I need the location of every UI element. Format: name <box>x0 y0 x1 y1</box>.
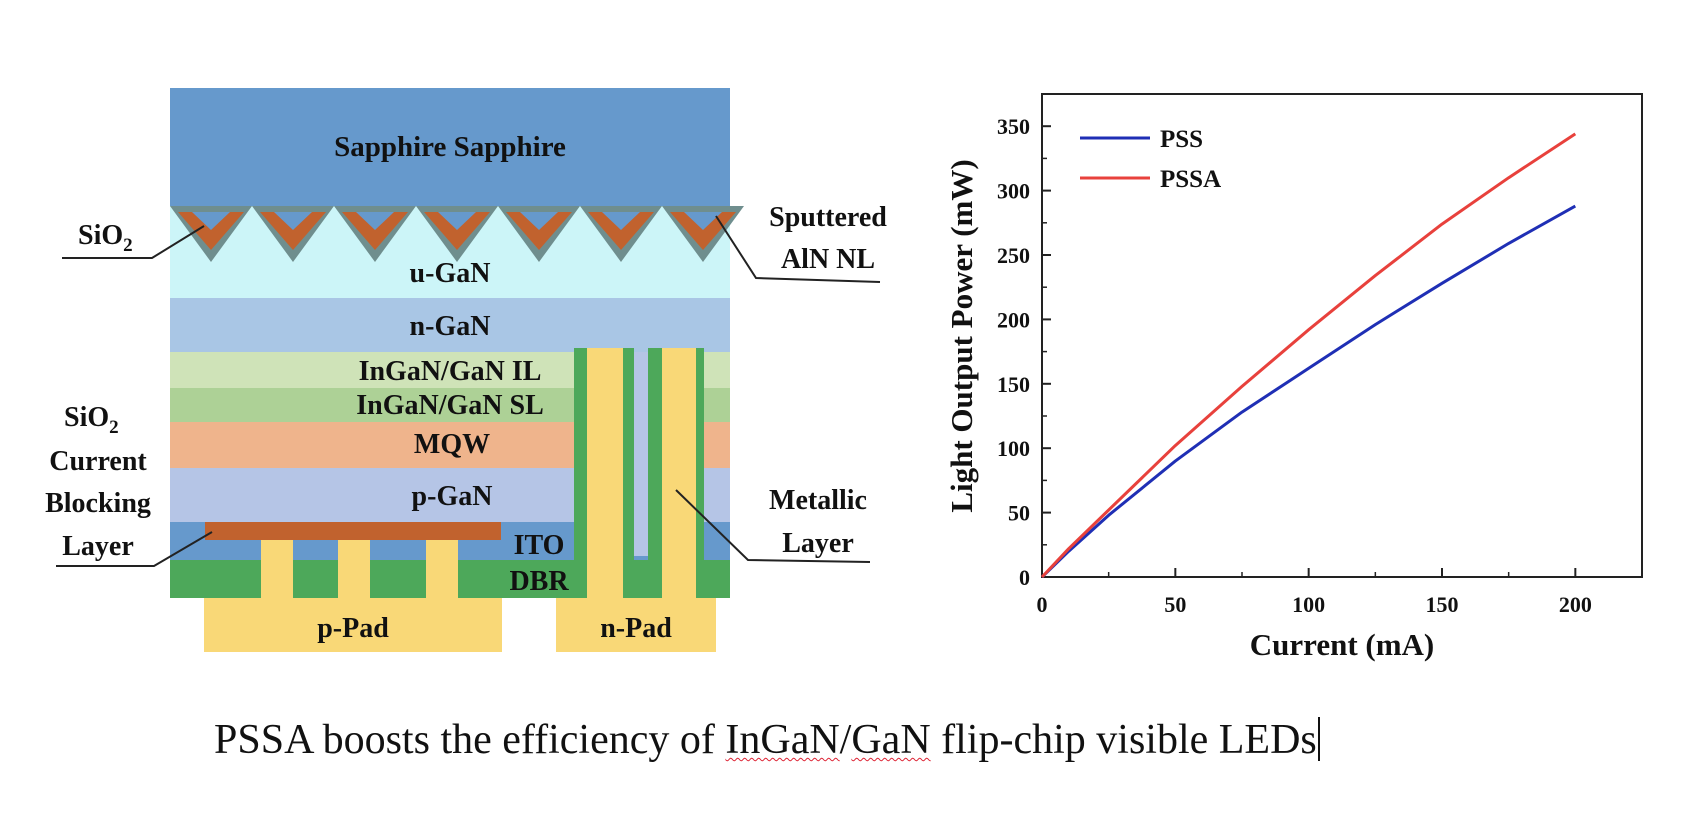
x-tick-label: 200 <box>1559 592 1592 617</box>
aln-nucleation <box>178 212 244 250</box>
n-gan-layer <box>170 298 730 352</box>
caption-text: PSSA boosts the efficiency of InGaN/GaN … <box>214 716 1320 764</box>
sputtered-callout-2: AlN NL <box>781 244 875 275</box>
p-pad <box>204 598 502 652</box>
cbl-callout-2: Current <box>49 446 147 477</box>
aln-nucleation <box>506 212 572 250</box>
led-structure-diagram: Sapphire Sapphire u-GaN n-GaN InGaN/GaN … <box>45 88 887 652</box>
x-tick-label: 100 <box>1292 592 1325 617</box>
p-pad-label: p-Pad <box>317 613 389 644</box>
aln-leader <box>715 215 881 283</box>
y-tick-label: 0 <box>1019 565 1030 590</box>
aln-nucleation <box>588 212 654 250</box>
mqw-label: MQW <box>414 429 490 460</box>
x-tick-label: 0 <box>1037 592 1048 617</box>
sl-label: InGaN/GaN SL <box>356 390 544 421</box>
cbl-callout-3: Blocking <box>45 488 151 519</box>
n-pad-label: n-Pad <box>600 613 672 644</box>
il-label: InGaN/GaN IL <box>359 356 542 387</box>
pss-cone-core <box>192 212 230 230</box>
series-line-pss <box>1040 204 1577 579</box>
n-via-metal <box>587 348 623 598</box>
series-line-pssa <box>1040 132 1577 579</box>
pss-cone-core <box>520 212 558 230</box>
pss-cone-core <box>684 212 722 230</box>
cbl-callout-1: SiO2 <box>64 402 119 438</box>
text-cursor <box>1317 717 1320 761</box>
x-axis-label: Current (mA) <box>1250 627 1435 662</box>
y-tick-label: 50 <box>1008 501 1030 526</box>
pss-cone-core <box>602 212 640 230</box>
metal-leader <box>675 489 871 563</box>
cbl-callout-4: Layer <box>62 531 134 562</box>
metal-callout-1: Metallic <box>769 485 867 516</box>
x-axis-ticks: 0 50 100 150 200 <box>1037 568 1592 617</box>
cbl-leader <box>56 531 213 567</box>
current-blocking-layer <box>205 522 501 540</box>
y-axis-ticks: 0 50 100 150 200 250 300 350 <box>997 114 1051 590</box>
sapphire-layer <box>170 88 730 206</box>
caption-word-gan: GaN <box>851 717 931 763</box>
n-via-gap <box>634 352 648 556</box>
y-tick-label: 300 <box>997 179 1030 204</box>
figure-canvas: Sapphire Sapphire u-GaN n-GaN InGaN/GaN … <box>45 88 1643 662</box>
legend-label: PSSA <box>1160 166 1221 193</box>
caption-slash: / <box>839 717 852 763</box>
sio2-callout: SiO2 <box>78 220 133 256</box>
y-tick-label: 250 <box>997 243 1030 268</box>
aln-nucleation <box>342 212 408 250</box>
pss-cone-core <box>438 212 476 230</box>
x-tick-label: 50 <box>1164 592 1186 617</box>
y-tick-label: 150 <box>997 372 1030 397</box>
p-via <box>261 540 293 598</box>
u-gan-label: u-GaN <box>410 258 491 289</box>
p-gan-label: p-GaN <box>412 481 493 512</box>
aln-nucleation <box>260 212 326 250</box>
y-tick-label: 100 <box>997 436 1030 461</box>
x-tick-label: 150 <box>1426 592 1459 617</box>
pss-cone-core <box>356 212 394 230</box>
ito-label: ITO <box>514 530 565 561</box>
sapphire-label: Sapphire Sapphire <box>334 131 566 163</box>
legend-label: PSS <box>1160 126 1203 153</box>
sputtered-callout-1: Sputtered <box>769 202 887 233</box>
aln-nucleation <box>424 212 490 250</box>
chart-legend: PSS PSSA <box>1080 126 1221 193</box>
caption-word-ingan: InGaN <box>725 717 840 763</box>
n-gan-label: n-GaN <box>410 311 491 342</box>
metal-callout-2: Layer <box>782 528 854 559</box>
y-axis-label: Light Output Power (mW) <box>944 159 979 512</box>
pss-cone-core <box>274 212 312 230</box>
caption-part-1: PSSA boosts the efficiency of <box>214 717 726 763</box>
sio2-leader <box>62 225 205 259</box>
dbr-label: DBR <box>509 566 569 597</box>
p-via <box>426 540 458 598</box>
plot-frame <box>1041 93 1643 578</box>
n-pad <box>556 598 716 652</box>
n-via-metal <box>662 348 696 598</box>
y-tick-label: 200 <box>997 307 1030 332</box>
series-lines <box>1040 132 1577 579</box>
caption-part-2: flip-chip visible LEDs <box>930 717 1317 763</box>
p-via <box>338 540 370 598</box>
y-tick-label: 350 <box>997 114 1030 139</box>
